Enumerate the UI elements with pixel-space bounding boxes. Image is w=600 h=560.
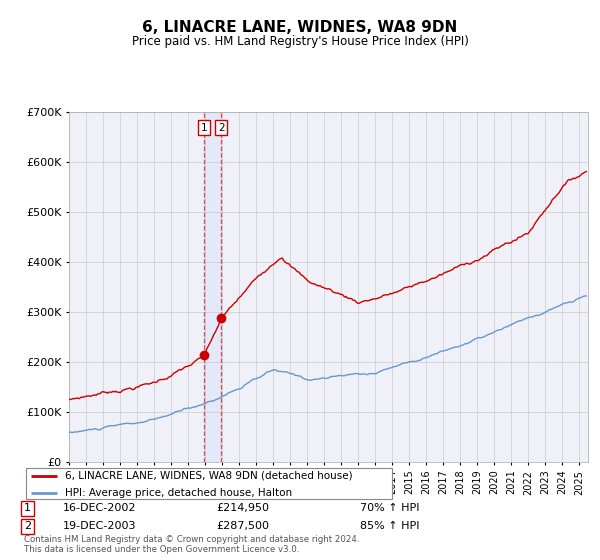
Text: Contains HM Land Registry data © Crown copyright and database right 2024.
This d: Contains HM Land Registry data © Crown c…: [24, 535, 359, 554]
Bar: [204, 112, 221, 462]
Text: 85% ↑ HPI: 85% ↑ HPI: [360, 521, 419, 531]
Text: 1: 1: [24, 503, 31, 514]
Text: £214,950: £214,950: [216, 503, 269, 514]
Text: 1: 1: [200, 123, 208, 133]
Text: 70% ↑ HPI: 70% ↑ HPI: [360, 503, 419, 514]
Text: 16-DEC-2002: 16-DEC-2002: [63, 503, 137, 514]
Text: 6, LINACRE LANE, WIDNES, WA8 9DN (detached house): 6, LINACRE LANE, WIDNES, WA8 9DN (detach…: [65, 471, 353, 481]
Text: 6, LINACRE LANE, WIDNES, WA8 9DN: 6, LINACRE LANE, WIDNES, WA8 9DN: [142, 20, 458, 35]
Text: £287,500: £287,500: [216, 521, 269, 531]
Text: HPI: Average price, detached house, Halton: HPI: Average price, detached house, Halt…: [65, 488, 292, 497]
FancyBboxPatch shape: [26, 468, 392, 500]
Text: 19-DEC-2003: 19-DEC-2003: [63, 521, 137, 531]
Text: 2: 2: [218, 123, 224, 133]
Text: 2: 2: [24, 521, 31, 531]
Text: Price paid vs. HM Land Registry's House Price Index (HPI): Price paid vs. HM Land Registry's House …: [131, 35, 469, 48]
